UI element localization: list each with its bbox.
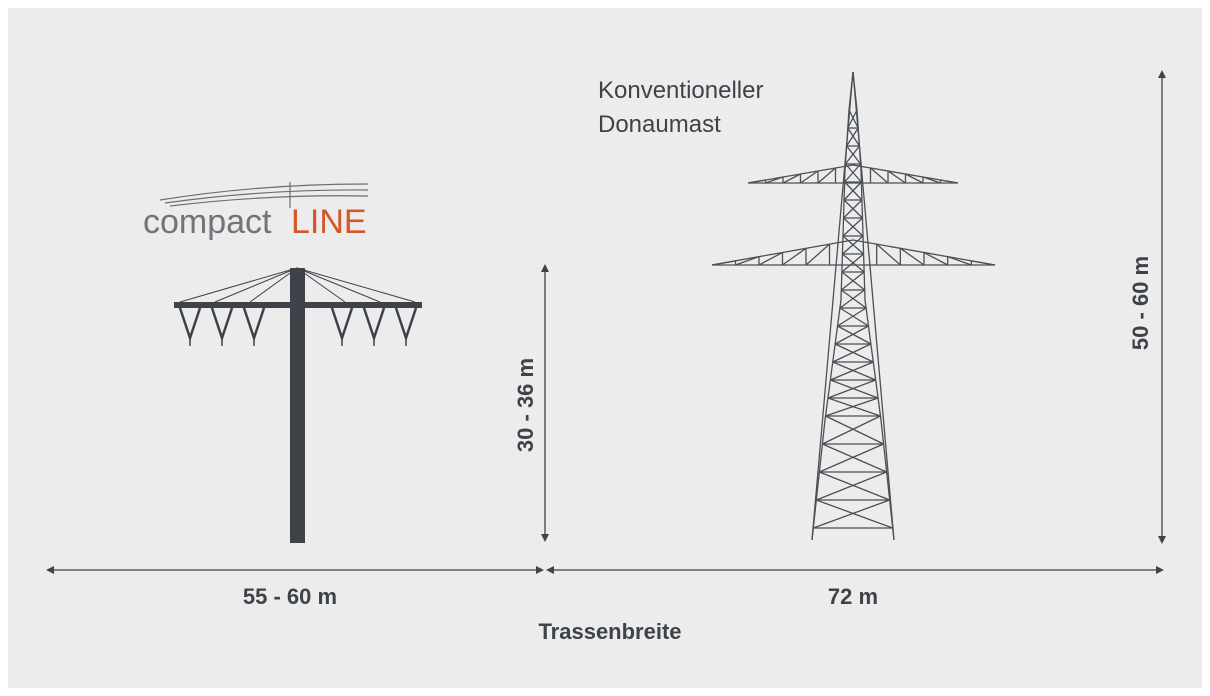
axis-label: Trassenbreite bbox=[538, 619, 681, 644]
conventional-height: 50 - 60 m bbox=[1128, 256, 1153, 350]
tower-member bbox=[817, 167, 836, 184]
tower-member bbox=[827, 379, 876, 399]
tower-member bbox=[848, 109, 859, 129]
tower-member bbox=[887, 170, 906, 184]
tower-member bbox=[840, 169, 846, 301]
tower-member bbox=[735, 256, 760, 266]
tower-member bbox=[805, 243, 830, 266]
conventional-label: Konventioneller bbox=[598, 77, 763, 104]
tower-member bbox=[847, 127, 860, 147]
tower-member bbox=[923, 251, 948, 266]
tower-member bbox=[840, 271, 865, 291]
tower-member bbox=[846, 127, 859, 147]
tower-member bbox=[852, 71, 858, 111]
tower-member bbox=[825, 415, 884, 445]
logo-prefix: compact bbox=[143, 203, 272, 241]
tower-member bbox=[839, 289, 866, 309]
conventional-width: 72 m bbox=[828, 584, 878, 609]
lattice-tower bbox=[711, 71, 996, 541]
conventional-label: Donaumast bbox=[598, 111, 721, 138]
logo-suffix: LINE bbox=[291, 203, 367, 241]
tower-member bbox=[819, 443, 884, 473]
tower-member bbox=[711, 260, 736, 266]
tower-member bbox=[844, 145, 860, 165]
tower-member bbox=[813, 499, 890, 529]
tower-member bbox=[940, 179, 959, 184]
tower-member bbox=[832, 343, 872, 363]
tower-member bbox=[843, 199, 863, 219]
compact-width: 55 - 60 m bbox=[243, 584, 337, 609]
tower-member bbox=[811, 419, 826, 541]
tower-member bbox=[856, 109, 862, 171]
tower-member bbox=[782, 173, 801, 184]
tower-member bbox=[947, 256, 972, 266]
tower-member bbox=[837, 307, 867, 327]
tower-member bbox=[825, 397, 879, 417]
tower-member bbox=[880, 419, 895, 541]
tower-member bbox=[905, 173, 924, 184]
tower-member bbox=[846, 145, 862, 165]
tower-member bbox=[922, 176, 941, 184]
tower-member bbox=[782, 247, 807, 266]
tower-member bbox=[819, 471, 890, 501]
tower-member bbox=[824, 299, 842, 421]
tower-member bbox=[841, 235, 864, 255]
tower-member bbox=[834, 325, 869, 345]
tower-member bbox=[847, 109, 858, 129]
tower-member bbox=[971, 260, 996, 266]
tower-member bbox=[830, 379, 879, 399]
tower-member bbox=[837, 325, 872, 345]
tower-member bbox=[876, 243, 901, 266]
tower-member bbox=[848, 71, 854, 111]
tower-member bbox=[827, 397, 881, 417]
tower-member bbox=[822, 415, 881, 445]
compact-height: 30 - 36 m bbox=[513, 358, 538, 452]
tower-member bbox=[834, 343, 874, 363]
tower-member bbox=[870, 167, 889, 184]
dimension-lines bbox=[46, 70, 1166, 574]
tower-member bbox=[822, 443, 887, 473]
tower-member bbox=[844, 109, 850, 171]
tower-member bbox=[747, 179, 766, 184]
logo bbox=[159, 182, 369, 208]
tower-member bbox=[839, 307, 869, 327]
tower-member bbox=[844, 163, 862, 183]
tower-member bbox=[841, 253, 864, 273]
tower-member bbox=[816, 471, 887, 501]
tower-member bbox=[843, 181, 862, 201]
tower-member bbox=[765, 176, 784, 184]
tower-member bbox=[860, 169, 866, 301]
tower-member bbox=[830, 361, 874, 381]
tower-member bbox=[899, 247, 925, 266]
tower-member bbox=[816, 499, 893, 529]
tower-member bbox=[832, 361, 876, 381]
tower-member bbox=[758, 251, 783, 266]
compact-pylon bbox=[174, 267, 422, 543]
tower-member bbox=[840, 289, 867, 309]
panel bbox=[8, 8, 1202, 688]
tower-member bbox=[864, 299, 882, 421]
tower-member bbox=[800, 170, 819, 184]
tower-member bbox=[842, 217, 863, 237]
